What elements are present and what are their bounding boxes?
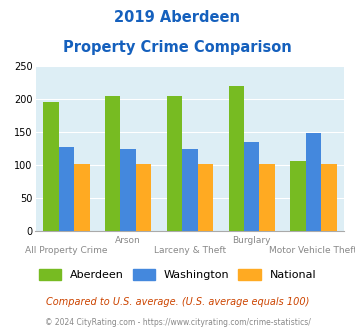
Text: Larceny & Theft: Larceny & Theft bbox=[154, 246, 226, 255]
Bar bbox=[198, 164, 213, 231]
Bar bbox=[167, 96, 182, 231]
Text: Compared to U.S. average. (U.S. average equals 100): Compared to U.S. average. (U.S. average … bbox=[46, 297, 309, 307]
Bar bbox=[321, 164, 337, 231]
Bar bbox=[74, 164, 89, 231]
Text: 2019 Aberdeen: 2019 Aberdeen bbox=[115, 10, 240, 25]
Bar bbox=[306, 133, 321, 231]
Text: © 2024 CityRating.com - https://www.cityrating.com/crime-statistics/: © 2024 CityRating.com - https://www.city… bbox=[45, 318, 310, 327]
Text: Property Crime Comparison: Property Crime Comparison bbox=[63, 40, 292, 54]
Legend: Aberdeen, Washington, National: Aberdeen, Washington, National bbox=[34, 265, 321, 285]
Text: All Property Crime: All Property Crime bbox=[25, 246, 108, 255]
Bar bbox=[105, 96, 120, 231]
Text: Arson: Arson bbox=[115, 236, 141, 245]
Bar bbox=[244, 142, 260, 231]
Bar bbox=[136, 164, 151, 231]
Bar bbox=[59, 147, 74, 231]
Bar bbox=[43, 102, 59, 231]
Text: Burglary: Burglary bbox=[233, 236, 271, 245]
Bar bbox=[260, 164, 275, 231]
Bar bbox=[182, 148, 198, 231]
Bar bbox=[120, 148, 136, 231]
Bar bbox=[290, 161, 306, 231]
Text: Motor Vehicle Theft: Motor Vehicle Theft bbox=[269, 246, 355, 255]
Bar bbox=[229, 86, 244, 231]
